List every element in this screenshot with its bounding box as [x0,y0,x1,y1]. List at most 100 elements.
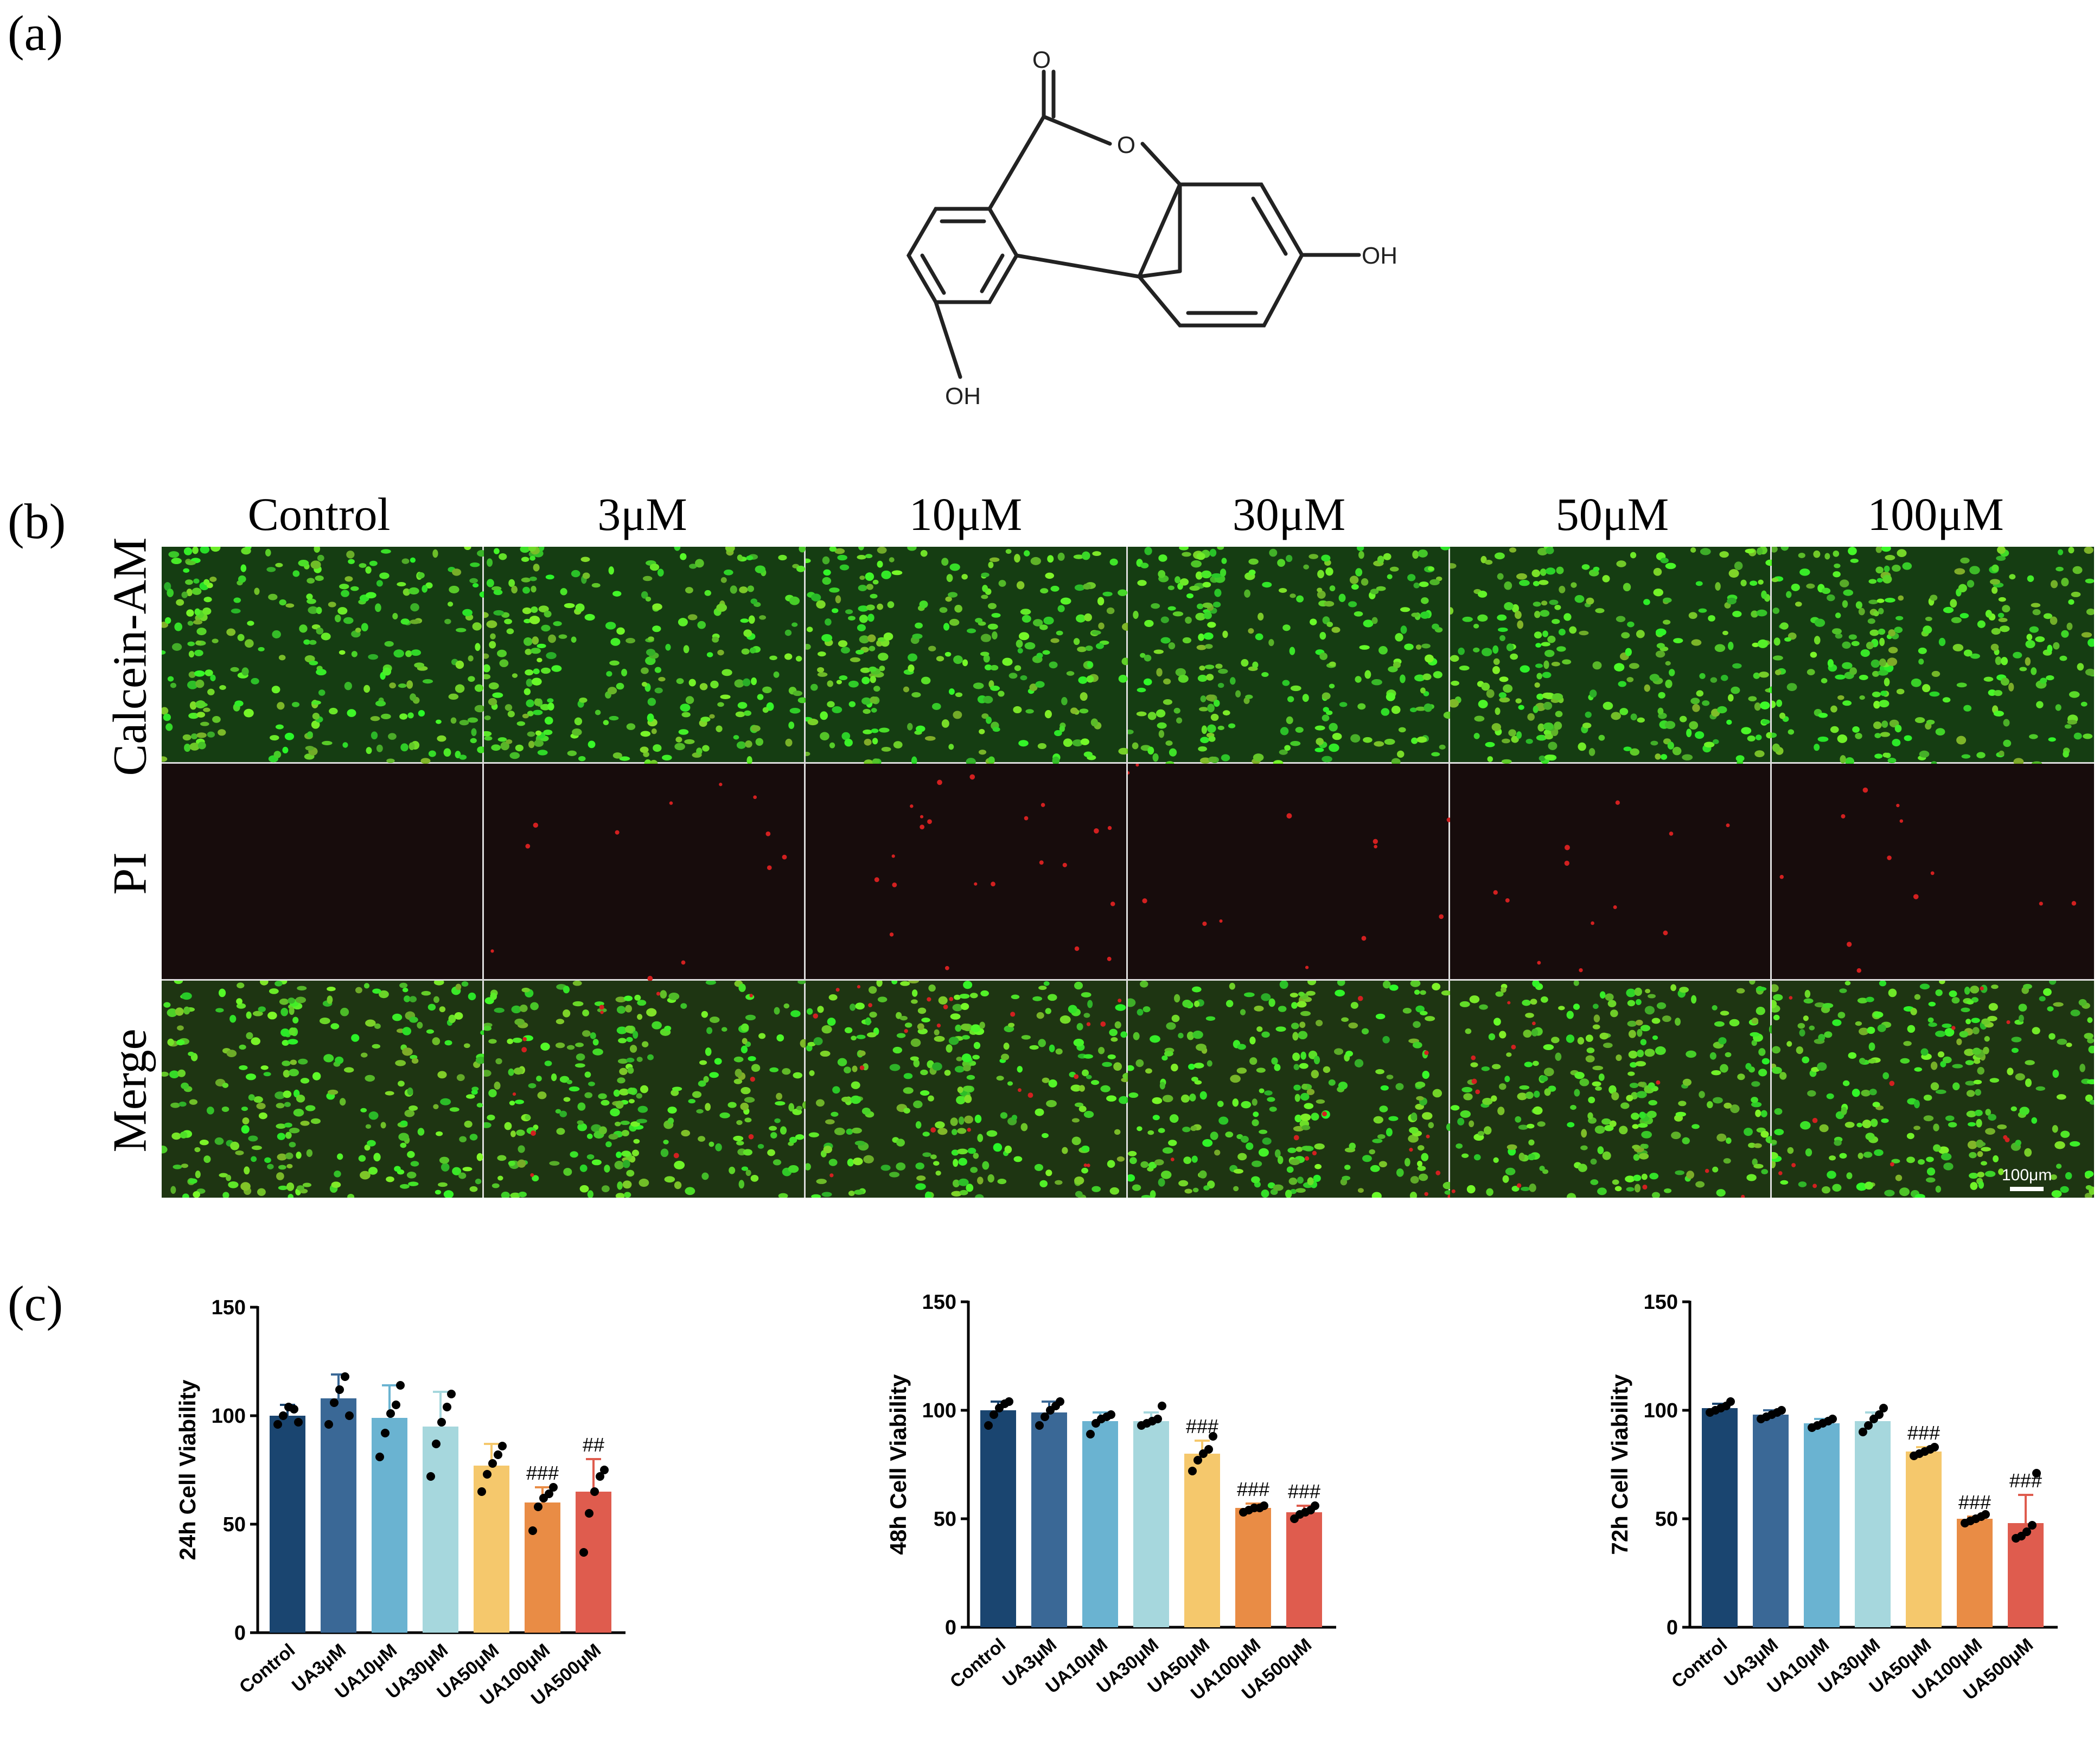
micrograph-calceinam-2 [806,547,1128,764]
micrograph-merge-1 [483,981,806,1198]
data-point [1981,1510,1990,1519]
micrograph-pi-0 [162,764,484,981]
data-point [1726,1397,1735,1406]
significance-label: ### [1186,1415,1218,1437]
data-point [1209,1432,1217,1441]
data-point [426,1472,435,1481]
data-point [1188,1467,1197,1475]
data-point [2022,1527,2031,1536]
col-label-control: Control [247,488,391,540]
micrograph-pi-4 [1450,764,1772,981]
scale-bar-label: 100μm [2002,1166,2052,1184]
data-point [1107,1410,1115,1419]
data-point [375,1453,384,1461]
data-point [1086,1430,1095,1438]
ring-o: O [1117,132,1135,158]
panel-b-label: (b) [8,494,66,549]
y-axis-label: 24h Cell Viability [175,1379,200,1561]
micrograph-pi-5 [1772,764,2094,981]
significance-label: ### [1958,1491,1991,1513]
micrograph-merge-4 [1450,981,1772,1198]
bar-Control [980,1410,1016,1627]
data-point [345,1411,354,1420]
data-point [1859,1428,1867,1436]
micrograph-calceinam-3 [1128,547,1450,764]
micrograph-merge-3 [1128,981,1450,1198]
micrograph-merge-5 [1772,981,2094,1198]
data-point [1311,1501,1319,1510]
data-point [1158,1402,1166,1410]
data-point [1056,1397,1064,1406]
data-point [1864,1421,1873,1430]
bar-UA100μM [525,1502,560,1633]
significance-label: ### [1907,1422,1940,1444]
y-tick-label: 50 [223,1513,246,1536]
col-label-50um: 50μM [1555,488,1669,540]
data-point [549,1483,558,1492]
bar-UA3μM [1031,1412,1067,1627]
data-point [335,1385,344,1394]
bar-Control [270,1416,305,1633]
bar-UA50μM [1906,1452,1942,1627]
col-label-3um: 3μM [597,488,687,540]
data-point [294,1418,303,1427]
y-tick-label: 50 [934,1508,956,1531]
data-point [330,1398,339,1407]
y-tick-label: 0 [234,1622,246,1645]
y-tick-label: 100 [212,1405,246,1428]
micrograph-pi-2 [806,764,1128,981]
significance-label: ### [526,1462,559,1484]
data-point [590,1487,599,1496]
y-tick-label: 0 [1667,1616,1678,1639]
data-point [984,1421,993,1430]
col-label-30um: 30μM [1232,488,1346,540]
bar-UA100μM [1957,1519,1993,1627]
data-point [437,1418,446,1427]
bar-UA30μM [1855,1421,1891,1627]
data-point [1828,1415,1837,1423]
data-point [600,1466,609,1474]
significance-label: ## [583,1434,604,1456]
bar-Control [1702,1408,1738,1627]
significance-label: ### [2009,1469,2042,1492]
urolithin-structure: O O OH OH [906,47,1397,410]
data-point [1875,1410,1884,1419]
y-tick-label: 150 [1644,1291,1678,1314]
bar-UA50μM [1184,1454,1220,1627]
oh-bottom: OH [945,383,981,410]
y-tick-label: 150 [922,1291,956,1314]
y-tick-label: 0 [945,1616,956,1639]
data-point [596,1472,604,1481]
data-point [386,1409,395,1418]
data-point [1041,1412,1049,1421]
data-point [341,1372,349,1381]
data-point [381,1429,390,1437]
bar-UA10μM [372,1418,407,1633]
data-point [1204,1445,1213,1454]
data-point [443,1403,451,1411]
data-point [396,1381,405,1390]
data-point [494,1450,502,1459]
oh-right: OH [1362,242,1397,269]
micrograph-calceinam-1 [483,547,806,764]
micrograph-calceinam-5 [1772,547,2094,764]
data-point [477,1487,486,1496]
micrograph-merge-0 [162,981,484,1198]
y-axis-label: 48h Cell Viability [885,1374,911,1555]
data-point [1260,1501,1268,1510]
data-point [498,1442,507,1450]
bar-UA30μM [1133,1421,1169,1627]
bar-UA500μM [576,1492,611,1633]
right-ring [1137,182,1305,328]
panel-a-label: (a) [8,5,63,61]
scale-bar [2010,1187,2044,1191]
micrograph-calceinam-0 [162,547,484,764]
data-point [528,1526,537,1535]
bar-UA3μM [321,1398,356,1633]
y-tick-label: 50 [1655,1508,1678,1531]
y-tick-label: 100 [922,1399,956,1422]
significance-label: ### [1288,1480,1320,1502]
data-point [483,1470,492,1479]
